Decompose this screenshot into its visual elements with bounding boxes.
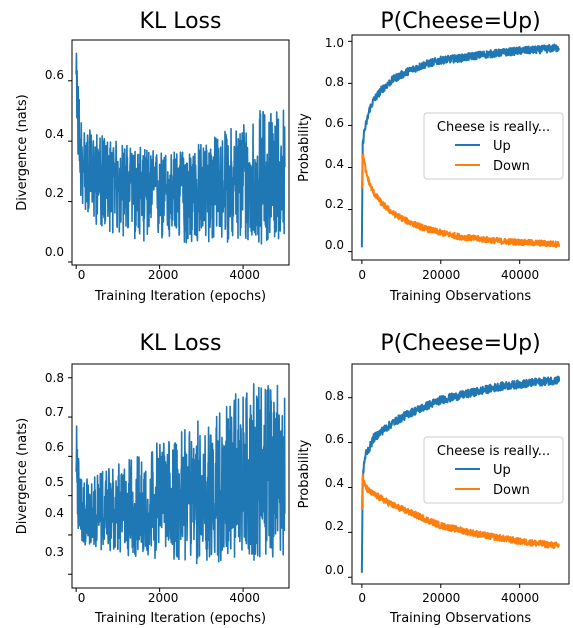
x-tick-label: 0	[358, 591, 366, 605]
panel-kl-loss-bottom: KL Loss Training Iteration (epochs) Dive…	[15, 331, 290, 626]
y-axis-label: Probability	[297, 439, 312, 508]
chart-title: P(Cheese=Up)	[380, 9, 540, 34]
y-tick-label: 0.8	[325, 75, 344, 89]
y-axis-label: Probability	[297, 113, 312, 182]
tick-marks	[68, 377, 244, 592]
plot-area	[75, 52, 286, 245]
plot-area	[360, 43, 561, 248]
x-tick-label: 40000	[501, 268, 539, 282]
y-tick-label: 0.6	[45, 440, 64, 454]
tick-marks	[348, 40, 521, 264]
y-tick-label: 0.2	[45, 186, 64, 200]
y-axis-label: Divergence (nats)	[15, 418, 30, 534]
y-tick-label: 1.0	[325, 36, 344, 50]
x-tick-label: 0	[78, 268, 86, 282]
series-line-up	[360, 43, 560, 248]
y-tick-label: 0.4	[325, 476, 344, 490]
y-tick-label: 0.4	[45, 127, 64, 141]
series-line-down	[360, 473, 560, 549]
legend-label-up: Up	[493, 139, 511, 154]
legend: Cheese is really... Up Down	[423, 112, 564, 180]
series-line	[75, 52, 286, 245]
y-axis-label: Divergence (nats)	[15, 94, 30, 210]
plot-area	[360, 375, 561, 573]
y-tick-label: 0.5	[45, 475, 64, 489]
panel-probability-top: P(Cheese=Up) Training Observations Proba…	[297, 9, 570, 304]
chart-title: KL Loss	[140, 331, 222, 356]
x-tick-label: 4000	[229, 591, 260, 605]
x-tick-label: 4000	[229, 268, 260, 282]
y-tick-label: 0.2	[325, 519, 344, 533]
series-line-up	[360, 375, 561, 573]
y-tick-label: 0.6	[325, 432, 344, 446]
series-line	[75, 383, 286, 565]
y-tick-label: 0.4	[45, 506, 64, 520]
y-tick-label: 0.8	[325, 389, 344, 403]
legend-box	[423, 112, 564, 180]
legend: Cheese is really... Up Down	[423, 436, 564, 504]
x-axis-label: Training Iteration (epochs)	[94, 611, 266, 626]
x-tick-label: 40000	[501, 591, 539, 605]
panel-kl-loss-top: KL Loss Training Iteration (epochs) Dive…	[15, 9, 290, 304]
y-tick-label: 0.7	[45, 405, 64, 419]
legend-box	[423, 436, 564, 504]
panel-probability-bottom: P(Cheese=Up) Training Observations Proba…	[297, 331, 570, 626]
y-tick-label: 0.6	[45, 68, 64, 82]
legend-label-down: Down	[493, 483, 530, 498]
legend-label-up: Up	[493, 463, 511, 478]
y-tick-label: 0.6	[325, 116, 344, 130]
legend-title: Cheese is really...	[437, 120, 550, 135]
chart-title: KL Loss	[140, 9, 222, 34]
x-tick-label: 0	[78, 591, 86, 605]
legend-title: Cheese is really...	[437, 444, 550, 459]
y-tick-label: 0.8	[45, 371, 64, 385]
legend-label-down: Down	[493, 159, 530, 174]
x-tick-label: 2000	[148, 591, 179, 605]
x-tick-label: 2000	[148, 268, 179, 282]
x-axis-label: Training Observations	[389, 289, 532, 304]
y-tick-label: 0.0	[325, 238, 344, 252]
series-line-down	[360, 153, 561, 248]
y-tick-label: 0.4	[325, 157, 344, 171]
chart-title: P(Cheese=Up)	[380, 331, 540, 356]
x-tick-label: 20000	[422, 591, 460, 605]
x-tick-label: 0	[358, 268, 366, 282]
y-tick-label: 0.0	[45, 245, 64, 259]
tick-marks	[348, 397, 521, 588]
y-tick-label: 0.3	[45, 545, 64, 559]
tick-marks	[68, 80, 244, 269]
y-tick-label: 0.0	[325, 563, 344, 577]
y-tick-label: 0.2	[325, 197, 344, 211]
plot-area	[75, 383, 286, 565]
x-axis-label: Training Iteration (epochs)	[94, 289, 266, 304]
x-tick-label: 20000	[422, 268, 460, 282]
x-axis-label: Training Observations	[389, 611, 532, 626]
